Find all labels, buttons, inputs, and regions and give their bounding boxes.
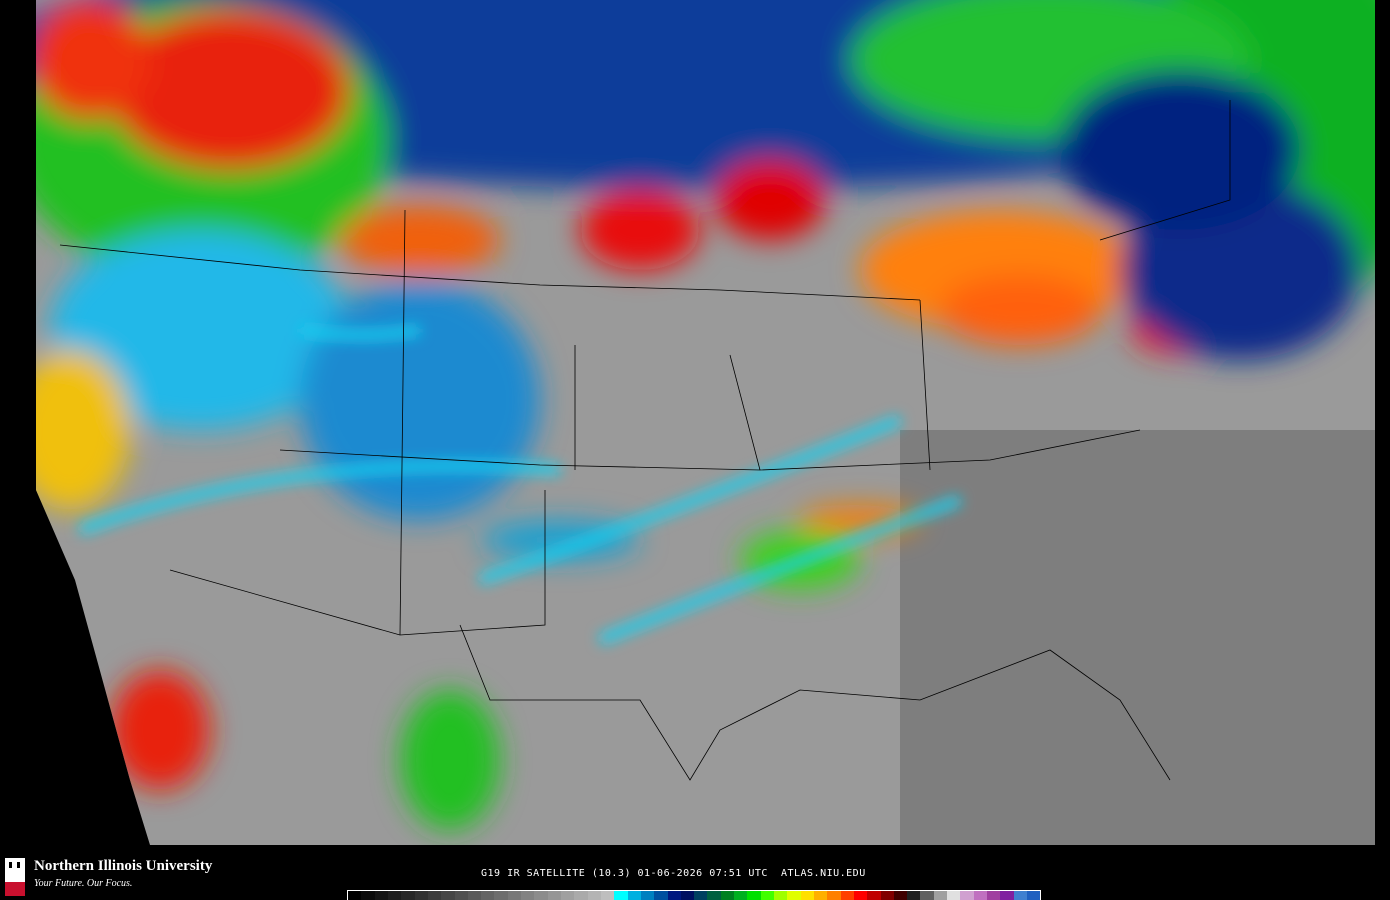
- colorbar-swatch: [987, 891, 1001, 900]
- colorbar-swatch: [840, 891, 854, 900]
- colorbar-swatch: [547, 891, 561, 900]
- colorbar-swatch: [481, 891, 495, 900]
- colorbar-swatch: [387, 891, 402, 900]
- colorbar-swatch: [1000, 891, 1014, 900]
- colorbar-swatch: [587, 891, 601, 900]
- colorbar-swatch: [454, 891, 468, 900]
- colorbar-swatch: [880, 891, 894, 900]
- colorbar-swatch: [600, 891, 615, 900]
- colorbar-swatch: [867, 891, 881, 900]
- colorbar-swatch: [348, 891, 362, 900]
- colorbar-swatch: [614, 891, 628, 900]
- colorbar-swatch: [467, 891, 482, 900]
- colorbar-swatch: [747, 891, 761, 900]
- colorbar-swatch: [667, 891, 681, 900]
- product-caption: G19 IR SATELLITE (10.3) 01-06-2026 07:51…: [481, 868, 866, 879]
- colorbar-swatch: [680, 891, 695, 900]
- university-tagline: Your Future. Our Focus.: [34, 878, 133, 889]
- colorbar-swatch: [494, 891, 508, 900]
- colorbar-swatch: [414, 891, 428, 900]
- satellite-map: [36, 0, 1375, 845]
- colorbar-swatch: [720, 891, 735, 900]
- colorbar-swatch: [361, 891, 375, 900]
- niu-logo: Northern Illinois University Your Future…: [2, 856, 242, 900]
- colorbar-swatch: [427, 891, 442, 900]
- colorbar-swatch: [694, 891, 708, 900]
- colorbar-swatch: [827, 891, 841, 900]
- colorbar-swatch: [734, 891, 748, 900]
- colorbar-swatch: [654, 891, 668, 900]
- colorbar-swatch: [707, 891, 721, 900]
- colorbar-swatch: [374, 891, 388, 900]
- colorbar-swatch: [627, 891, 641, 900]
- colorbar-swatch: [907, 891, 921, 900]
- colorbar-swatch: [401, 891, 415, 900]
- colorbar-swatch: [507, 891, 522, 900]
- colorbar-swatch: [574, 891, 588, 900]
- colorbar-swatch: [893, 891, 908, 900]
- colorbar-swatch: [441, 891, 455, 900]
- colorbar-swatch: [561, 891, 575, 900]
- colorbar-swatch: [787, 891, 801, 900]
- colorbar-swatch: [1013, 891, 1027, 900]
- temperature-colorbar: [347, 890, 1041, 900]
- colorbar-swatch: [933, 891, 948, 900]
- colorbar-swatch: [640, 891, 655, 900]
- colorbar-swatch: [800, 891, 814, 900]
- colorbar-swatch: [1026, 891, 1041, 900]
- colorbar-swatch: [760, 891, 774, 900]
- colorbar-swatch: [853, 891, 868, 900]
- university-name: Northern Illinois University: [34, 858, 213, 874]
- colorbar-swatch: [973, 891, 987, 900]
- colorbar-swatch: [774, 891, 788, 900]
- state-borders: [59, 100, 1231, 781]
- ir-imagery: [36, 0, 1375, 845]
- colorbar-swatch: [521, 891, 535, 900]
- colorbar-swatch: [813, 891, 828, 900]
- niu-emblem-icon: [5, 858, 25, 896]
- colorbar-swatch: [960, 891, 974, 900]
- colorbar-swatch: [920, 891, 934, 900]
- colorbar-swatch: [947, 891, 961, 900]
- colorbar-swatch: [534, 891, 548, 900]
